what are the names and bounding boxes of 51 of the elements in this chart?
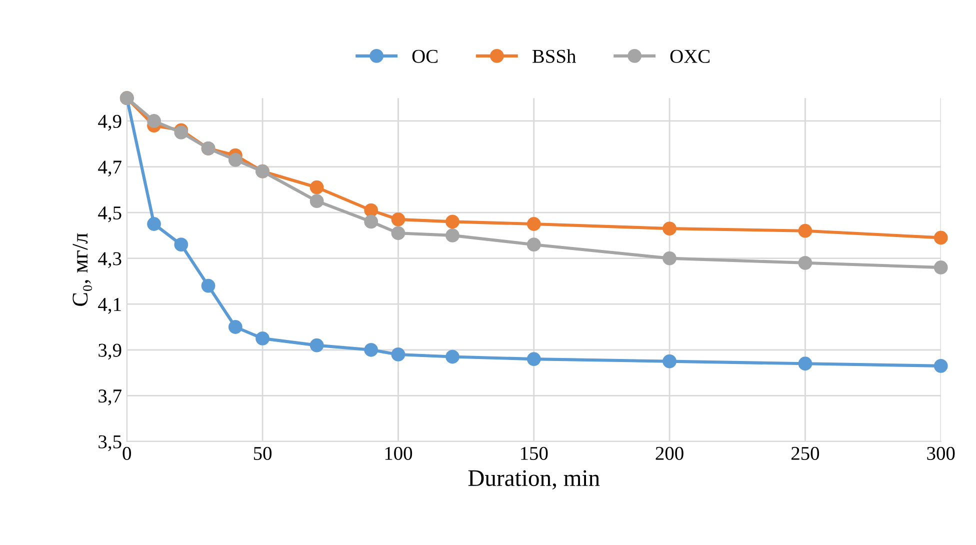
x-tick-label: 150 bbox=[521, 446, 548, 460]
y-tick-label: 4,3 bbox=[98, 252, 122, 268]
y-tick-label: 3,5 bbox=[98, 435, 122, 452]
point bbox=[446, 214, 460, 229]
y-tick-label: 4,1 bbox=[98, 298, 121, 314]
x-tick-label: 300 bbox=[927, 446, 955, 460]
x-tick-label: 250 bbox=[791, 446, 820, 460]
point bbox=[310, 180, 324, 194]
point bbox=[391, 226, 406, 240]
point bbox=[446, 350, 460, 364]
point bbox=[310, 338, 324, 352]
point bbox=[364, 342, 378, 357]
point bbox=[174, 238, 188, 252]
x-tick-label: 0 bbox=[122, 446, 131, 460]
point bbox=[364, 214, 378, 229]
point bbox=[526, 238, 541, 252]
point bbox=[256, 332, 270, 346]
point bbox=[934, 260, 948, 274]
point bbox=[201, 278, 216, 293]
point bbox=[147, 217, 161, 231]
y-axis-title: C₀, мг/л bbox=[72, 233, 92, 306]
x-tick-label: 200 bbox=[656, 446, 684, 460]
point bbox=[391, 348, 406, 362]
point bbox=[364, 203, 378, 218]
point bbox=[310, 194, 324, 208]
point bbox=[526, 217, 541, 231]
legend-label: OC bbox=[412, 50, 438, 63]
y-tick-label: 4,7 bbox=[98, 160, 122, 177]
point bbox=[934, 358, 948, 373]
point bbox=[798, 224, 812, 238]
point bbox=[228, 152, 242, 167]
point bbox=[526, 352, 541, 366]
x-tick-label: 50 bbox=[254, 446, 272, 460]
y-tick-label: 4,5 bbox=[98, 206, 122, 222]
y-tick-label: 3,9 bbox=[98, 344, 122, 360]
y-tick-label: 4,9 bbox=[98, 114, 122, 131]
legend-label: BSSh bbox=[532, 49, 576, 63]
point bbox=[934, 230, 948, 245]
x-axis-title: Duration, min bbox=[468, 470, 600, 490]
point bbox=[662, 251, 676, 266]
point bbox=[147, 114, 161, 128]
point bbox=[446, 228, 460, 242]
legend-label: OXC bbox=[670, 50, 710, 63]
point bbox=[662, 354, 676, 368]
point bbox=[228, 320, 242, 334]
x-tick-label: 100 bbox=[385, 446, 412, 460]
y-tick-label: 3,7 bbox=[98, 390, 122, 406]
point bbox=[391, 212, 406, 226]
point bbox=[798, 256, 812, 270]
point bbox=[798, 356, 812, 371]
point bbox=[662, 222, 676, 236]
